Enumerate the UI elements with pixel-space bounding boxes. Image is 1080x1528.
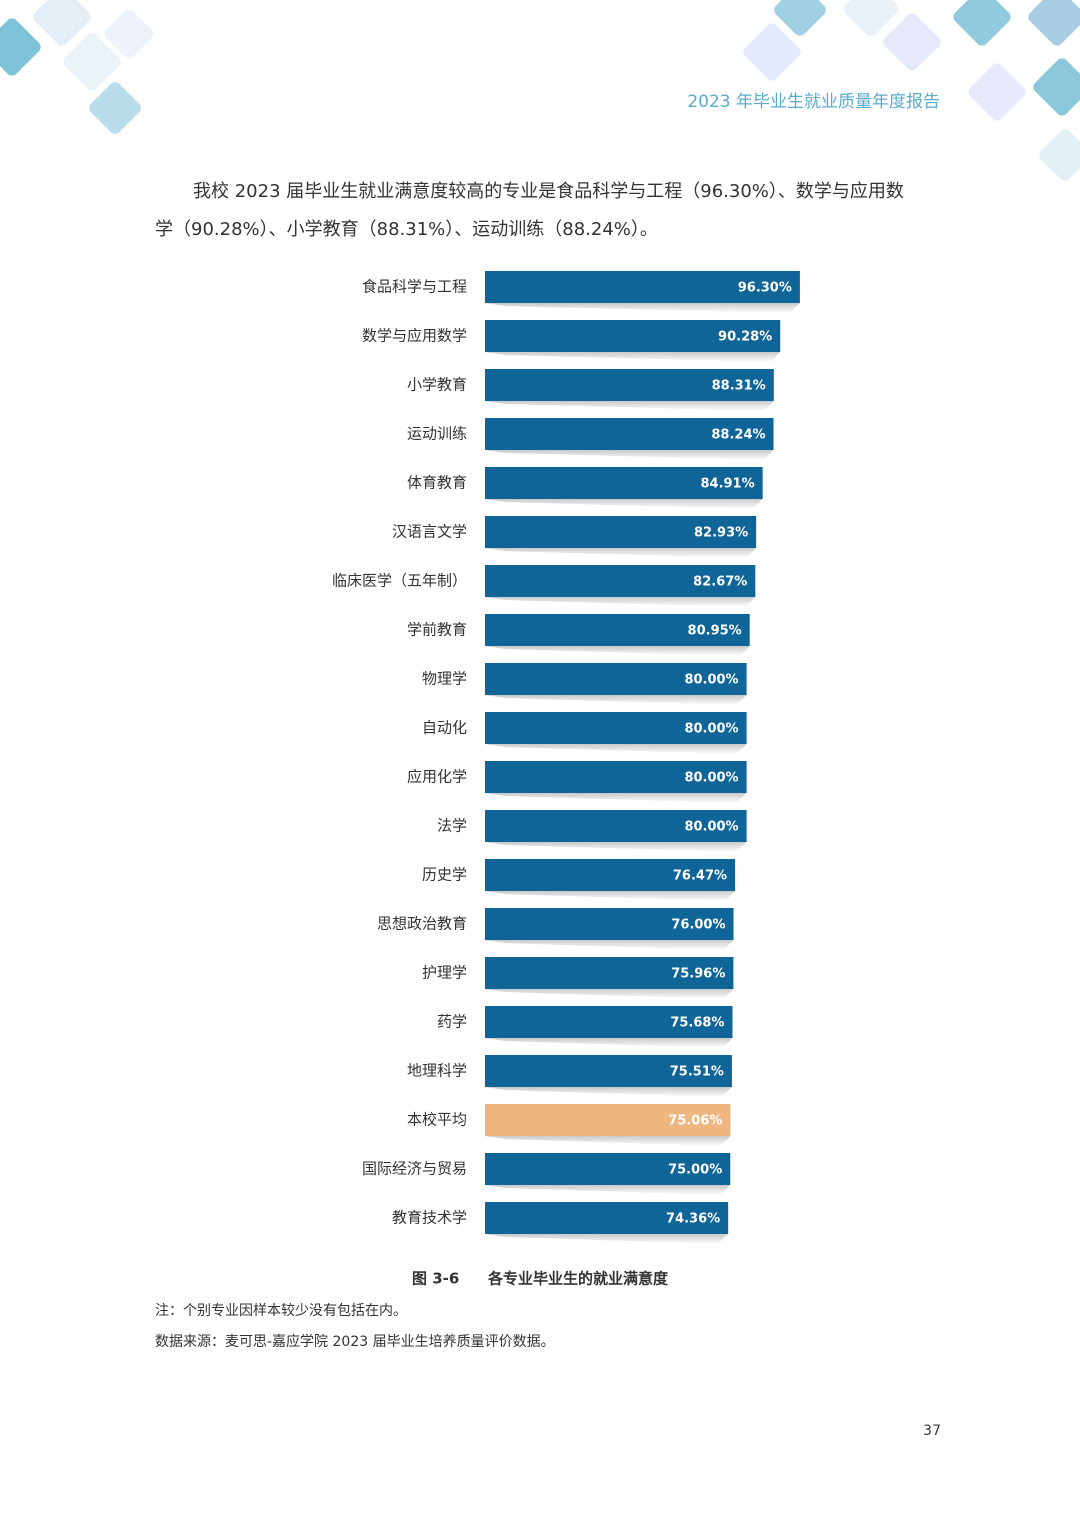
bar-shadow bbox=[485, 744, 747, 754]
category-label: 药学 bbox=[437, 1013, 467, 1031]
paragraph-line: 我校 2023 届毕业生就业满意度较高的专业是食品科学与工程（96.30%）、数… bbox=[193, 181, 904, 202]
value-label: 96.30% bbox=[738, 281, 792, 296]
bar bbox=[485, 1006, 733, 1038]
bar bbox=[485, 320, 781, 352]
value-label: 76.00% bbox=[671, 918, 725, 933]
category-label: 地理科学 bbox=[407, 1062, 467, 1080]
bar-shadow bbox=[485, 352, 781, 362]
category-label: 小学教育 bbox=[407, 376, 467, 394]
bar bbox=[485, 908, 734, 940]
category-label: 本校平均 bbox=[407, 1111, 467, 1129]
bar bbox=[485, 614, 750, 646]
bar-shadow bbox=[485, 891, 736, 901]
value-label: 82.93% bbox=[694, 526, 748, 541]
header-title: 2023 年毕业生就业质量年度报告 bbox=[687, 92, 940, 112]
bar-shadow bbox=[485, 303, 800, 313]
bar bbox=[485, 761, 747, 793]
category-label: 法学 bbox=[437, 817, 467, 835]
bar-shadow bbox=[485, 695, 747, 705]
bar-shadow bbox=[485, 499, 763, 509]
value-label: 90.28% bbox=[718, 330, 772, 345]
category-label: 运动训练 bbox=[407, 425, 467, 443]
bar bbox=[485, 1202, 729, 1234]
category-label: 食品科学与工程 bbox=[362, 278, 467, 296]
category-label: 汉语言文学 bbox=[392, 523, 467, 541]
category-label: 历史学 bbox=[422, 866, 467, 884]
paragraph-line: 学（90.28%）、小学教育（88.31%）、运动训练（88.24%）。 bbox=[155, 219, 658, 240]
category-label: 应用化学 bbox=[407, 768, 467, 786]
bar bbox=[485, 1104, 731, 1136]
bar bbox=[485, 1055, 732, 1087]
category-label: 物理学 bbox=[422, 670, 467, 688]
bar bbox=[485, 1153, 731, 1185]
category-label: 数学与应用数学 bbox=[362, 327, 467, 345]
category-label: 学前教育 bbox=[407, 621, 467, 639]
decoration bbox=[0, 0, 1080, 181]
value-label: 75.68% bbox=[670, 1016, 724, 1031]
category-label: 国际经济与贸易 bbox=[362, 1160, 467, 1178]
bar-shadow bbox=[485, 450, 774, 460]
bar-shadow bbox=[485, 940, 734, 950]
category-label: 自动化 bbox=[422, 719, 467, 737]
bar-shadow bbox=[485, 1136, 731, 1146]
bar-shadow bbox=[485, 1087, 732, 1097]
bar-shadow bbox=[485, 548, 757, 558]
category-label: 思想政治教育 bbox=[377, 915, 467, 933]
chart: 食品科学与工程 96.30% 数学与应用数学 90.28% 小学教育 88.31% 运动训练… bbox=[332, 271, 800, 1244]
value-label: 80.00% bbox=[684, 673, 738, 688]
bar bbox=[485, 712, 747, 744]
value-label: 74.36% bbox=[666, 1212, 720, 1227]
value-label: 76.47% bbox=[673, 869, 727, 884]
bar-shadow bbox=[485, 793, 747, 803]
bar bbox=[485, 271, 800, 303]
value-label: 84.91% bbox=[700, 477, 754, 492]
bar-shadow bbox=[485, 646, 750, 656]
value-label: 82.67% bbox=[693, 575, 747, 590]
bar bbox=[485, 565, 756, 597]
figure-number: 图 3-6 bbox=[412, 1270, 459, 1288]
bar bbox=[485, 859, 736, 891]
value-label: 75.96% bbox=[671, 967, 725, 982]
bar bbox=[485, 369, 774, 401]
note: 注：个别专业因样本较少没有包括在内。 bbox=[155, 1303, 407, 1319]
bar-shadow bbox=[485, 989, 734, 999]
category-label: 护理学 bbox=[422, 964, 467, 982]
bar bbox=[485, 663, 747, 695]
category-label: 教育技术学 bbox=[392, 1209, 467, 1227]
category-label: 体育教育 bbox=[407, 474, 467, 492]
category-label: 临床医学（五年制） bbox=[332, 572, 467, 590]
bar bbox=[485, 810, 747, 842]
bar-shadow bbox=[485, 401, 774, 411]
value-label: 75.00% bbox=[668, 1163, 722, 1178]
bar-shadow bbox=[485, 842, 747, 852]
value-label: 80.00% bbox=[684, 771, 738, 786]
value-label: 80.00% bbox=[684, 722, 738, 737]
bar bbox=[485, 467, 763, 499]
value-label: 88.31% bbox=[712, 379, 766, 394]
bar-shadow bbox=[485, 1038, 733, 1048]
value-label: 80.00% bbox=[684, 820, 738, 835]
value-label: 80.95% bbox=[688, 624, 742, 639]
value-label: 88.24% bbox=[711, 428, 765, 443]
bar bbox=[485, 418, 774, 450]
page-number: 37 bbox=[923, 1423, 941, 1439]
value-label: 75.06% bbox=[668, 1114, 722, 1129]
note: 数据来源：麦可思-嘉应学院 2023 届毕业生培养质量评价数据。 bbox=[155, 1333, 555, 1350]
bar-shadow bbox=[485, 1234, 729, 1244]
bar-shadow bbox=[485, 597, 756, 607]
chart-title: 各专业毕业生的就业满意度 bbox=[487, 1270, 669, 1288]
bar-shadow bbox=[485, 1185, 731, 1195]
bar bbox=[485, 957, 734, 989]
bar bbox=[485, 516, 757, 548]
value-label: 75.51% bbox=[670, 1065, 724, 1080]
